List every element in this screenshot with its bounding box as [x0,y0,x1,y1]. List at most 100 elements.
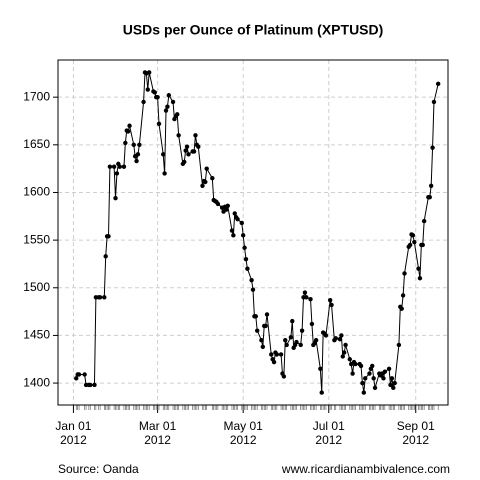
price-point [402,271,407,276]
price-point [82,372,87,377]
price-point [253,314,259,319]
price-point [210,175,215,181]
price-point [74,376,79,381]
price-point [176,133,181,138]
y-tick-label: 1400 [23,375,50,389]
price-point [294,339,299,345]
price-point [371,376,376,381]
price-point [250,287,256,292]
price-point [106,234,111,239]
x-tick-label: May 01 [224,419,264,433]
price-point [242,245,247,250]
price-point [170,99,176,105]
price-point [134,158,139,164]
price-point [318,366,323,371]
price-point [333,336,338,341]
price-point [283,337,288,343]
x-tick-label: 2012 [60,433,87,447]
price-point [327,297,333,303]
price-point [204,166,209,171]
price-point [271,359,277,365]
y-tick-label: 1450 [23,328,50,342]
x-tick-label: 2012 [402,433,429,447]
price-point [245,266,250,271]
price-point [196,144,201,149]
price-point [343,342,348,348]
price-point [410,233,416,238]
price-point [370,363,375,369]
price-point [215,201,221,207]
price-point [269,352,274,357]
price-point [231,233,236,238]
price-point [427,195,432,200]
price-point [358,363,364,369]
price-point [229,228,235,233]
price-point [341,350,347,355]
price-point [224,207,229,212]
price-point [259,337,264,343]
price-point [392,380,397,386]
price-point [107,164,113,169]
price-point [186,152,191,157]
source: Source: Oanda [58,462,139,476]
x-tick-label: Sep 01 [397,419,435,433]
price-point [347,357,352,362]
price-point [123,140,128,146]
price-point [400,293,406,298]
credit: www.ricardianambivalence.com [281,462,450,476]
price-point [92,382,97,388]
y-tick-label: 1650 [23,137,50,151]
price-point [388,382,393,388]
x-tick-label: 2012 [144,433,171,447]
price-point [121,164,127,169]
price-point [309,321,315,327]
price-point [184,144,190,149]
price-point [420,242,425,248]
price-point [417,276,423,281]
price-point [76,372,82,377]
price-point [298,342,303,348]
price-point [339,333,344,338]
price-point [131,142,136,148]
plot-frame [57,59,449,406]
y-tick-label: 1700 [23,89,50,103]
price-point [263,323,268,329]
price-point [156,121,162,127]
price-point [235,216,240,222]
price-point [239,220,244,226]
price-point [125,129,131,134]
price-point [360,380,365,386]
price-point [416,266,421,271]
price-point [389,376,395,381]
price-point [278,352,284,357]
price-point [200,183,205,189]
price-point [255,328,260,333]
chart-title: USDs per Ounce of Platinum (XPTUSD) [123,22,384,38]
price-line [75,71,439,393]
x-tick-label: 2012 [230,433,257,447]
price-point [274,352,280,357]
price-point [88,382,93,388]
price-point [431,99,437,105]
price-point [152,90,157,95]
price-point [137,142,142,148]
price-point [313,337,319,343]
price-point [166,93,172,98]
price-point [386,366,392,371]
price-point [155,94,160,100]
price-point [382,369,388,374]
price-point [146,70,152,75]
price-point [264,312,270,317]
price-point [353,361,358,367]
price-point [302,290,308,295]
price-point [304,295,309,300]
y-tick-label: 1500 [23,280,50,294]
price-point [421,218,427,224]
price-point [340,354,345,359]
price-point [114,171,120,176]
price-point [232,211,237,216]
price-point [396,342,402,348]
price-point [363,376,368,381]
price-point [141,99,146,105]
